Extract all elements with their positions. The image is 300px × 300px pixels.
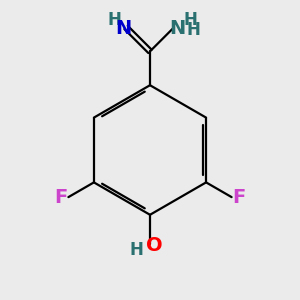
Text: F: F <box>232 188 246 207</box>
Text: H: H <box>186 21 200 39</box>
Text: N: N <box>169 20 185 38</box>
Text: F: F <box>54 188 68 207</box>
Text: H: H <box>107 11 121 29</box>
Text: O: O <box>146 236 163 255</box>
Text: N: N <box>115 20 131 38</box>
Text: H: H <box>183 11 197 29</box>
Text: H: H <box>130 241 144 259</box>
